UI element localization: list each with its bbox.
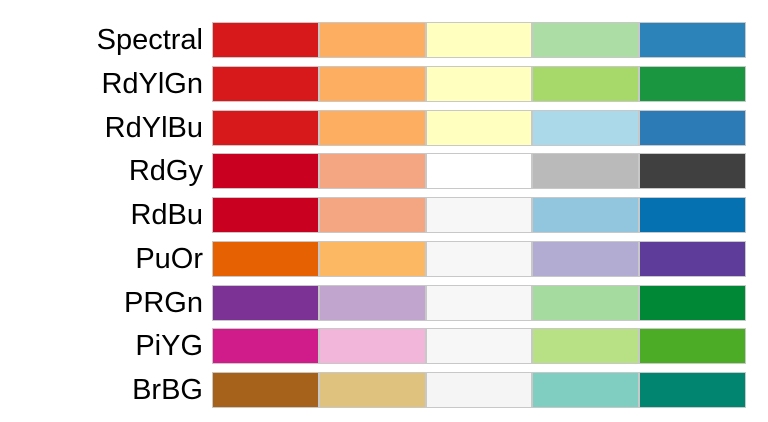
palette-swatches bbox=[212, 22, 746, 58]
palette-name: Spectral bbox=[96, 24, 203, 56]
color-swatch-3 bbox=[425, 65, 533, 102]
color-swatch-4 bbox=[532, 65, 640, 102]
color-swatch-3 bbox=[425, 372, 533, 408]
color-swatch-2 bbox=[318, 65, 426, 102]
color-swatch-3 bbox=[425, 109, 533, 146]
color-swatch-3 bbox=[425, 328, 533, 365]
color-swatch-4 bbox=[532, 197, 640, 233]
palette-swatches bbox=[212, 65, 746, 102]
color-swatch-1 bbox=[212, 372, 319, 408]
color-swatch-1 bbox=[212, 65, 319, 102]
palette-row-rdgy: RdGy bbox=[0, 153, 768, 190]
palette-row-spectral: Spectral bbox=[0, 22, 768, 58]
color-swatch-5 bbox=[639, 284, 746, 321]
color-swatch-3 bbox=[425, 240, 533, 277]
palette-row-rdylbu: RdYlBu bbox=[0, 109, 768, 146]
palette-swatches bbox=[212, 109, 746, 146]
color-swatch-1 bbox=[212, 240, 319, 277]
palette-swatches bbox=[212, 372, 746, 408]
color-swatch-2 bbox=[318, 284, 426, 321]
color-swatch-5 bbox=[639, 22, 746, 58]
color-swatch-4 bbox=[532, 372, 640, 408]
color-swatch-3 bbox=[425, 153, 533, 190]
palette-name: RdYlBu bbox=[104, 111, 203, 144]
color-swatch-1 bbox=[212, 197, 319, 233]
color-swatch-2 bbox=[318, 372, 426, 408]
palette-swatches bbox=[212, 284, 746, 321]
palette-row-puor: PuOr bbox=[0, 240, 768, 277]
color-swatch-2 bbox=[318, 22, 426, 58]
color-swatch-4 bbox=[532, 22, 640, 58]
color-swatch-2 bbox=[318, 153, 426, 190]
palette-name: RdBu bbox=[130, 199, 203, 231]
color-swatch-2 bbox=[318, 240, 426, 277]
color-swatch-5 bbox=[639, 197, 746, 233]
palette-name: PiYG bbox=[135, 330, 203, 363]
color-swatch-5 bbox=[639, 240, 746, 277]
palette-swatches bbox=[212, 240, 746, 277]
color-swatch-2 bbox=[318, 328, 426, 365]
color-swatch-1 bbox=[212, 328, 319, 365]
color-swatch-4 bbox=[532, 240, 640, 277]
color-swatch-5 bbox=[639, 153, 746, 190]
color-swatch-1 bbox=[212, 22, 319, 58]
palette-row-piyg: PiYG bbox=[0, 328, 768, 365]
palette-row-brbg: BrBG bbox=[0, 372, 768, 408]
color-swatch-1 bbox=[212, 284, 319, 321]
palette-swatches bbox=[212, 328, 746, 365]
palette-name: PRGn bbox=[124, 286, 203, 319]
color-swatch-3 bbox=[425, 284, 533, 321]
color-swatch-5 bbox=[639, 328, 746, 365]
color-swatch-2 bbox=[318, 197, 426, 233]
palette-name: PuOr bbox=[135, 242, 203, 275]
color-swatch-3 bbox=[425, 197, 533, 233]
palette-name: RdGy bbox=[128, 155, 203, 188]
color-swatch-4 bbox=[532, 153, 640, 190]
color-swatch-5 bbox=[639, 109, 746, 146]
color-swatch-1 bbox=[212, 153, 319, 190]
palette-name: RdYlGn bbox=[101, 67, 203, 100]
color-swatch-5 bbox=[639, 372, 746, 408]
palette-chart: Spectral RdYlGn RdYlBu RdGy RdBu PuOr PRGn PiYG… bbox=[0, 22, 768, 416]
palette-row-prgn: PRGn bbox=[0, 284, 768, 321]
color-swatch-5 bbox=[639, 65, 746, 102]
palette-swatches bbox=[212, 197, 746, 233]
color-swatch-4 bbox=[532, 284, 640, 321]
color-swatch-2 bbox=[318, 109, 426, 146]
color-swatch-4 bbox=[532, 328, 640, 365]
palette-row-rdbu: RdBu bbox=[0, 197, 768, 233]
palette-name: BrBG bbox=[132, 374, 203, 406]
color-swatch-4 bbox=[532, 109, 640, 146]
color-swatch-1 bbox=[212, 109, 319, 146]
palette-row-rdylgn: RdYlGn bbox=[0, 65, 768, 102]
palette-swatches bbox=[212, 153, 746, 190]
color-swatch-3 bbox=[425, 22, 533, 58]
